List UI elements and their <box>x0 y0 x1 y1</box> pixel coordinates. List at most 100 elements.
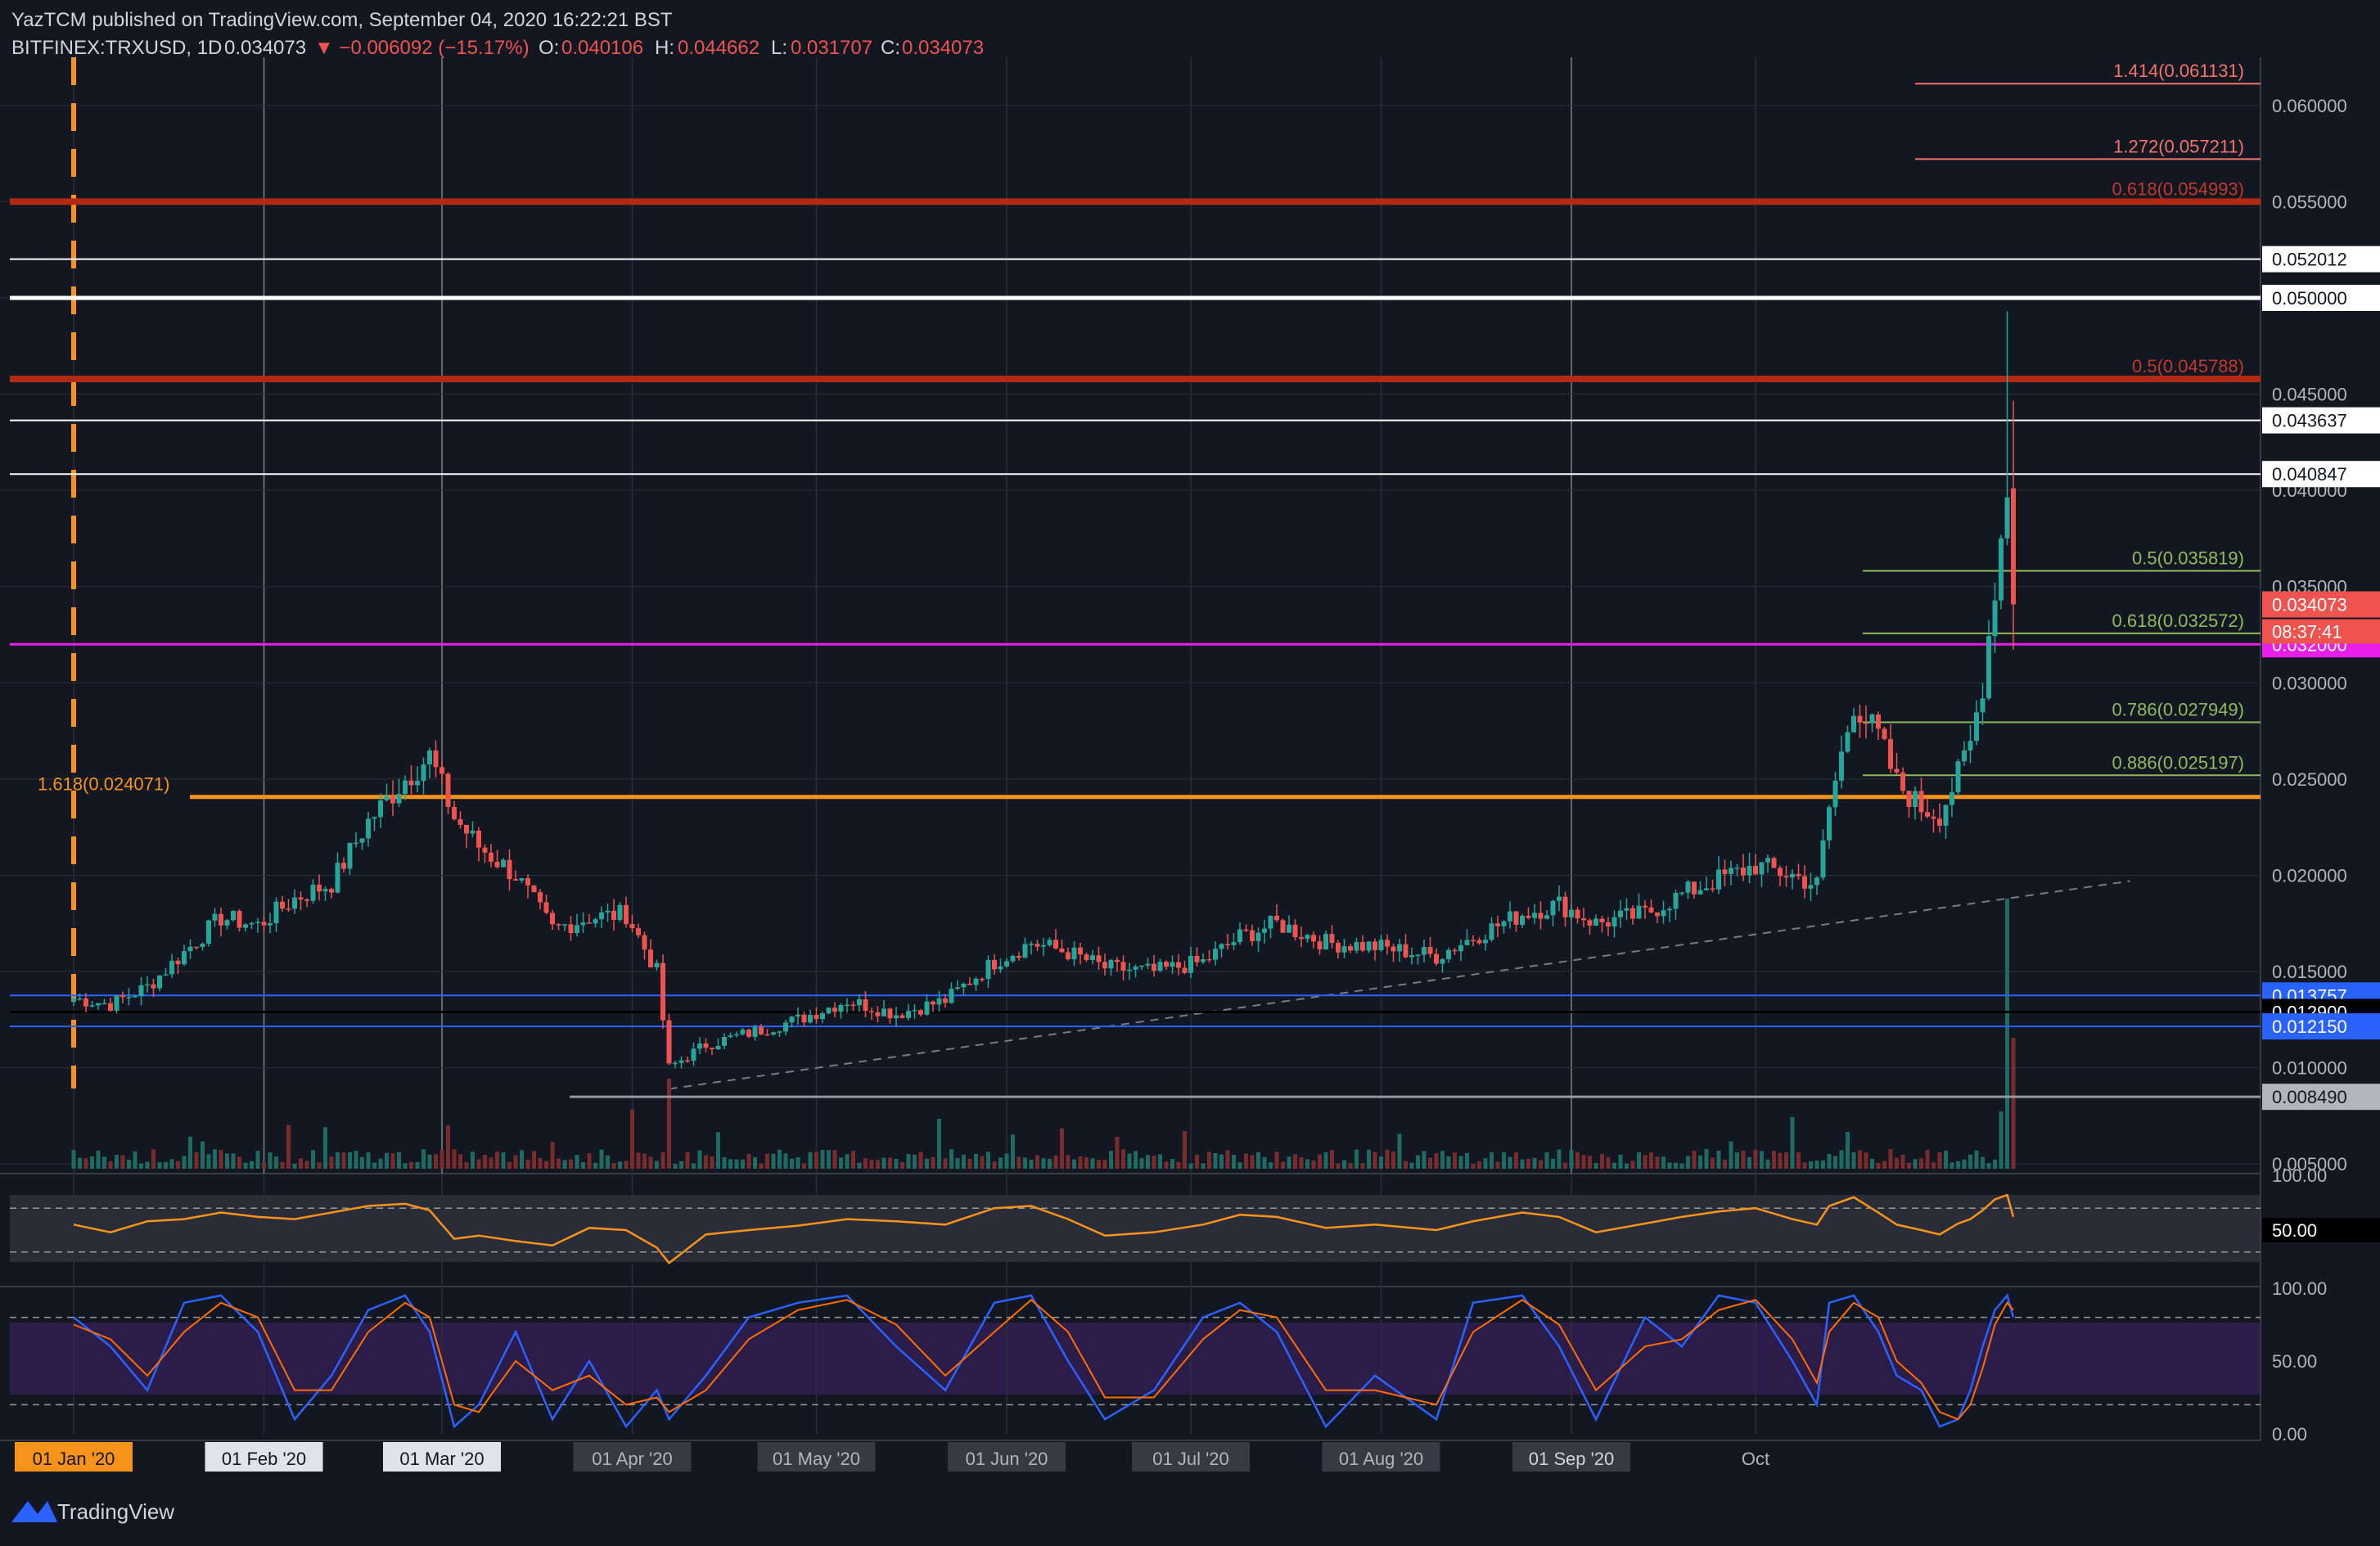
volume-bar <box>1323 1152 1328 1169</box>
volume-bar <box>728 1159 732 1169</box>
volume-bar <box>1913 1159 1918 1169</box>
candle-body <box>1931 816 1936 819</box>
rsi-band <box>10 1195 2261 1262</box>
candle-body <box>691 1048 696 1061</box>
horizontal-levels[interactable]: 1.414(0.061131) 1.272(0.057211) 0.618(0.05… <box>10 61 2261 1098</box>
candle-body <box>194 946 199 949</box>
volume-bar <box>1035 1155 1039 1169</box>
candle-body <box>1354 942 1359 951</box>
volume-bar <box>1367 1149 1371 1169</box>
volume-bar <box>1557 1149 1562 1169</box>
candle-body <box>1587 920 1593 926</box>
volume-bar <box>624 1161 629 1169</box>
stoch-rsi-indicator[interactable] <box>10 1293 2261 1429</box>
volume-bar <box>1937 1152 1942 1169</box>
candle-body <box>1882 728 1887 740</box>
volume-bar <box>648 1156 653 1169</box>
candle-body <box>415 781 420 786</box>
volume-bar <box>1772 1151 1776 1169</box>
volume-bar <box>299 1158 303 1169</box>
time-tick-label: 01 Apr '20 <box>592 1449 672 1469</box>
candle-body <box>1599 918 1605 923</box>
price-level-badge <box>2262 1084 2380 1111</box>
candle-body <box>1225 944 1230 946</box>
candle-body <box>1508 911 1512 922</box>
candle-body <box>403 780 408 795</box>
volume-bar <box>1201 1163 1206 1169</box>
candles[interactable] <box>71 311 2016 1069</box>
candle-body <box>1734 868 1740 869</box>
candle-body <box>1182 967 1188 973</box>
candle-body <box>1176 962 1181 968</box>
candle-body <box>1476 940 1482 944</box>
volume-bar <box>906 1154 911 1169</box>
candle-body <box>1440 958 1445 964</box>
price-level-badge <box>2262 461 2380 488</box>
candle-body <box>384 796 390 800</box>
volume-bar <box>348 1152 352 1169</box>
candle-body <box>1029 944 1034 945</box>
volume-bar <box>814 1152 818 1169</box>
volume-bar <box>1453 1152 1457 1169</box>
volume-bar <box>1084 1157 1089 1169</box>
candle-body <box>580 922 586 926</box>
candle-body <box>550 913 555 925</box>
fib-label: 0.886(0.025197) <box>2112 752 2244 773</box>
candle-body <box>1950 792 1954 805</box>
volume-bar <box>1956 1161 1960 1169</box>
candle-body <box>869 1011 874 1012</box>
candle-body <box>1090 955 1095 960</box>
candle-body <box>501 859 506 868</box>
candle-body <box>1569 909 1574 917</box>
volume-bar <box>1483 1158 1488 1169</box>
candle-body <box>507 859 512 880</box>
volume-bar <box>1146 1155 1150 1169</box>
volume-bar <box>1667 1162 1672 1169</box>
candle-body <box>1520 915 1525 925</box>
volume-bar <box>704 1155 708 1169</box>
candle-body <box>1336 943 1341 953</box>
tradingview-logo[interactable]: TradingView <box>11 1499 174 1524</box>
volume-bar <box>1311 1160 1316 1169</box>
candle-body <box>1999 538 2004 601</box>
candle-body <box>1268 915 1273 929</box>
candle-body <box>1636 905 1642 919</box>
candle-body <box>801 1014 807 1023</box>
volume-bar <box>1385 1149 1390 1169</box>
volume-bar <box>372 1162 376 1169</box>
time-label-box <box>15 1442 133 1472</box>
volume-bar <box>1895 1157 1899 1169</box>
candle-body <box>1808 885 1814 889</box>
candle-body <box>458 818 463 825</box>
candle-body <box>1366 941 1372 951</box>
candle-body <box>796 1014 800 1017</box>
candle-body <box>1053 940 1058 949</box>
volume-bar <box>1741 1151 1746 1169</box>
candle-body <box>1452 949 1458 952</box>
candle-body <box>1814 877 1819 886</box>
volume-bar <box>1293 1154 1297 1169</box>
volume-bar <box>1244 1153 1248 1169</box>
candle-body <box>1495 923 1500 926</box>
volume-bar <box>225 1153 229 1169</box>
candle-body <box>445 773 451 807</box>
candle-body <box>1115 959 1120 962</box>
candle-body <box>1016 955 1021 958</box>
volume-bar <box>1760 1151 1764 1169</box>
volume-bar <box>115 1155 119 1169</box>
candle-body <box>1047 940 1053 945</box>
candle-body <box>1943 805 1949 826</box>
candle-body <box>887 1008 893 1019</box>
candle-body <box>703 1043 709 1048</box>
low-value: 0.031707 <box>791 37 872 59</box>
candle-body <box>1415 954 1421 957</box>
candle-body <box>1955 761 1961 793</box>
volume-bar <box>145 1161 150 1169</box>
volume-bar <box>771 1153 776 1169</box>
rsi-indicator[interactable] <box>10 1193 2261 1264</box>
volume-bar <box>685 1152 690 1169</box>
candle-body <box>1299 937 1304 940</box>
volume-bar <box>1974 1150 1979 1169</box>
